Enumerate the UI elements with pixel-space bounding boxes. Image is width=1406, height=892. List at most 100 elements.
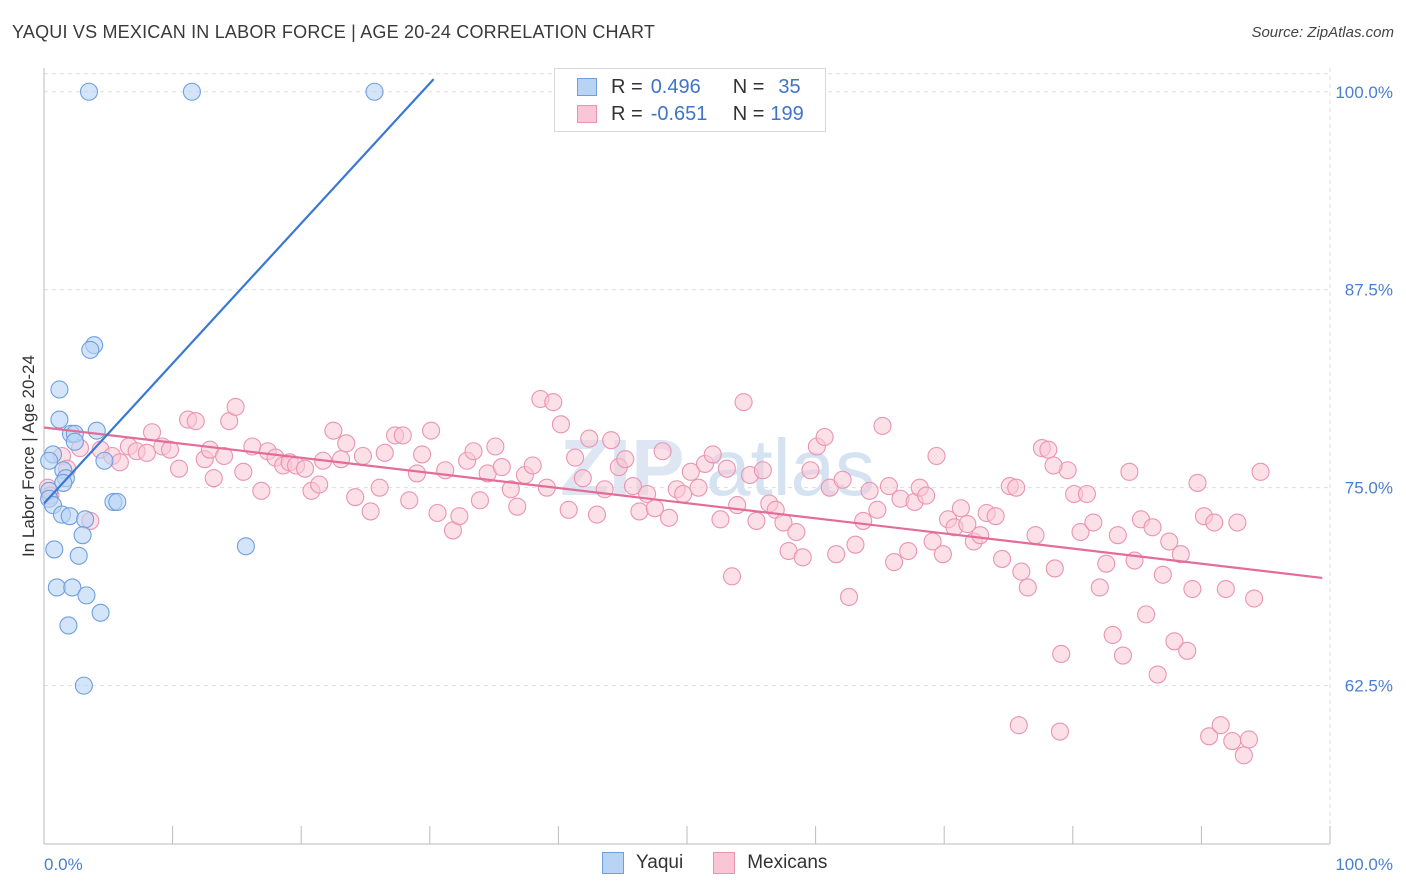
bottom-legend-yaqui: Yaqui — [602, 852, 683, 874]
legend-row-mexicans: R = -0.651 N = 199 — [577, 101, 804, 127]
mexicans-point — [1165, 632, 1184, 651]
yaqui-point — [236, 537, 255, 556]
mexicans-point — [630, 502, 649, 521]
mexicans-point — [717, 459, 736, 478]
watermark: ZIP atlas — [560, 423, 875, 512]
bottom-legend: Yaqui Mexicans — [602, 852, 857, 874]
yaqui-swatch — [577, 78, 597, 96]
yaqui-point — [47, 578, 66, 597]
mexicans-point — [413, 445, 432, 464]
mexicans-point — [1223, 732, 1242, 751]
mexicans-point — [659, 508, 679, 527]
mexicans-point — [573, 469, 592, 488]
mexicans-point — [1026, 526, 1045, 545]
yaqui-point — [77, 586, 96, 605]
yaqui-point — [91, 603, 110, 622]
mexicans-point — [361, 502, 380, 521]
axes — [43, 68, 1331, 845]
yaqui-point — [69, 546, 88, 565]
mexicans-point — [324, 421, 343, 440]
mexicans-point — [958, 515, 977, 534]
yaqui-point — [73, 526, 92, 545]
yaqui-point — [59, 616, 78, 635]
mexicans-point — [793, 548, 812, 567]
yaqui-point — [74, 676, 93, 695]
yaqui-point — [87, 421, 106, 440]
mexicans-point — [252, 481, 271, 500]
x-tick-label: 100.0% — [1335, 855, 1393, 874]
yaqui-points — [40, 82, 384, 695]
mexicans-point — [160, 440, 180, 459]
mexicans-point — [422, 421, 441, 440]
legend-n-label: N = — [732, 102, 765, 125]
mexicans-point — [1211, 716, 1230, 735]
mexicans-point — [137, 443, 156, 462]
y-tick-label: 87.5% — [1345, 281, 1393, 300]
mexicans-point — [728, 496, 747, 515]
yaqui-trend-line — [43, 78, 435, 505]
y-tick-label: 75.0% — [1345, 479, 1393, 498]
mexicans-point — [1050, 722, 1069, 741]
mexicans-point — [846, 535, 865, 554]
mexicans-point — [587, 505, 607, 524]
mexicans-point — [602, 431, 621, 450]
mexicans-point — [711, 510, 730, 529]
mexicans-point — [214, 446, 234, 466]
mexicans-point — [879, 477, 898, 496]
mexicans-point — [917, 486, 936, 505]
mexicans-point — [623, 477, 643, 496]
mexicans-point — [833, 470, 852, 489]
mexicans-point — [332, 450, 351, 469]
legend-r-label: R = — [611, 102, 643, 125]
mexicans-point — [827, 545, 846, 564]
mexicans-point — [616, 450, 635, 469]
mexicans-point — [1171, 545, 1190, 564]
mexicans-point — [1251, 462, 1270, 481]
mexicans-point — [1137, 605, 1156, 624]
mexicans-point — [722, 567, 742, 586]
mexicans-point — [1039, 440, 1058, 459]
mexicans-trend-line — [43, 426, 1323, 580]
mexicans-point — [801, 461, 820, 480]
legend-n-value: 35 — [778, 75, 801, 98]
yaqui-point — [45, 540, 64, 559]
gridlines — [44, 68, 1331, 844]
yaqui-point — [60, 507, 79, 526]
mexicans-point — [353, 446, 372, 466]
mexicans-point — [860, 481, 879, 500]
mexicans-point — [310, 475, 329, 494]
mexicans-point — [787, 522, 806, 542]
y-tick-label: 62.5% — [1345, 677, 1393, 696]
mexicans-point — [523, 456, 542, 475]
mexicans-point — [1178, 641, 1197, 660]
mexicans-point — [400, 491, 419, 510]
mexicans-point — [370, 478, 389, 497]
mexicans-point — [927, 446, 946, 466]
mexicans-point — [1228, 513, 1247, 532]
legend-r-value: -0.651 — [650, 102, 708, 125]
mexicans-points — [38, 389, 1270, 765]
mexicans-point — [1044, 456, 1063, 475]
mexicans-point — [1148, 665, 1167, 684]
mexicans-point — [734, 393, 753, 412]
mexicans-point — [464, 442, 483, 461]
mexicans-point — [1018, 578, 1037, 597]
legend-n-label: N = — [732, 75, 765, 98]
mexicans-point — [501, 480, 520, 499]
mexicans-point — [142, 423, 162, 442]
yaqui-point — [108, 492, 127, 511]
mexicans-point — [986, 507, 1005, 526]
yaqui-point — [65, 432, 84, 451]
mexicans-point — [1103, 625, 1122, 645]
mexicans-point — [110, 453, 129, 472]
mexicans-point — [1245, 589, 1264, 608]
mexicans-point — [1084, 513, 1103, 532]
mexicans-point — [375, 443, 394, 462]
tick-labels: 62.5% 75.0% 87.5% 100.0% 0.0% 100.0% — [44, 83, 1393, 874]
mexicans-point — [653, 442, 672, 461]
mexicans-point — [337, 434, 356, 453]
legend-box: R = 0.496 N = 35 R = -0.651 N = 199 — [554, 68, 826, 132]
mexicans-point — [1188, 473, 1207, 492]
mexicans-point — [681, 462, 700, 481]
